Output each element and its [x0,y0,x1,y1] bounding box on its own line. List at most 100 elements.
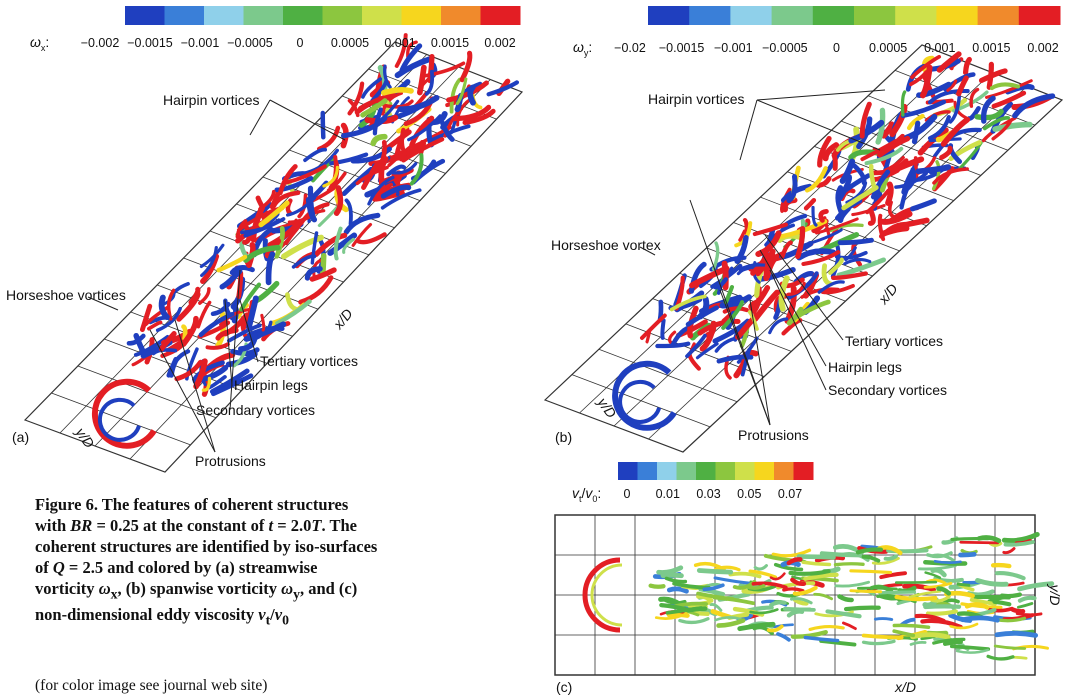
vortex [100,400,139,440]
vortex [997,633,1036,635]
vortex [897,220,927,226]
colorbar-tick-label: 0.002 [484,36,515,50]
colorbar-tick-label: −0.02 [614,41,646,55]
colorbar-segment [772,6,814,25]
panel-label: (a) [12,429,29,445]
vortex [669,589,686,591]
colorbar-segment [362,6,402,25]
vortex [323,113,324,137]
vortex [347,200,351,223]
annotation: Horseshoe vortex [551,237,661,253]
annotation: Horseshoe vortices [6,287,126,303]
colorbar-segment [481,6,521,25]
vortex [1020,598,1035,601]
colorbar-segment [125,6,165,25]
axis-label: x/D [874,281,900,308]
vortex [715,578,755,584]
annotation: Secondary vortices [828,382,947,398]
vortex [840,240,871,242]
caption-text: y [293,586,300,601]
colorbar-segment [696,462,716,480]
vortex [957,650,988,653]
axis-label: y/D [1047,584,1063,606]
vortex [978,580,1007,584]
colorbar-segment [854,6,896,25]
axis-label: y/D [72,424,98,451]
vortex [659,568,681,573]
vortex [918,167,948,171]
colorbar-tick-label: 0.05 [737,487,761,501]
vortex [301,278,331,302]
vortex [894,625,928,627]
vortex [789,612,802,616]
colorbar-segment [441,6,481,25]
colorbar-tick-label: −0.0015 [659,41,705,55]
caption-text: 0 [282,613,289,628]
annotation: Protrusions [738,427,809,443]
colorbar-segment [283,6,323,25]
vortex [771,602,784,605]
vortex [935,561,960,562]
colorbar-segment [677,462,697,480]
colorbar-tick-label: 0.001 [384,36,415,50]
colorbar-segment [402,6,442,25]
vortex [888,184,891,203]
colorbar-tick-label: 0.03 [696,487,720,501]
vortex [730,574,759,577]
colorbar-segment [978,6,1020,25]
colorbar-tick-label: 0.0005 [331,36,369,50]
colorbar-symbol: ωx: [30,34,49,53]
vortex [688,609,705,611]
colorbar-tick-label: 0.07 [778,487,802,501]
colorbar-segment [638,462,658,480]
colorbar-segment [165,6,205,25]
vortex [960,554,974,555]
colorbar-tick-label: 0 [297,36,304,50]
vortex [858,588,896,589]
vortex [171,360,176,375]
leader [740,100,757,160]
vortex [926,573,940,578]
annotation: Hairpin vortices [163,92,259,108]
vortex [277,301,309,323]
vortex [913,635,949,637]
vortex [1013,610,1023,612]
vortex [886,556,896,559]
vortex [963,618,998,620]
vortex [615,364,674,428]
colorbar-segment [936,6,978,25]
vortex [1002,595,1020,597]
vortex [402,130,405,154]
vortex [287,295,295,309]
vortex [890,202,894,217]
vortex [699,570,730,572]
vortex [942,148,951,157]
colorbar-segment [895,6,937,25]
vortex [200,289,209,303]
caption-text: Q [53,558,65,577]
colorbar-segment [1019,6,1061,25]
annotation: Hairpin legs [828,359,902,375]
colorbar-segment [755,462,775,480]
vortex [911,642,925,644]
colorbar-tick-label: −0.0015 [127,36,173,50]
vortex [995,125,1030,130]
leader [770,270,826,390]
vortex [896,582,936,583]
colorbar-tick-label: 0.01 [656,487,680,501]
caption-text: T [311,516,321,535]
colorbar-tick-label: 0.001 [924,41,955,55]
vortex [836,582,869,586]
axis-label: x/D [329,306,355,333]
colon: : [588,39,592,55]
vortex [870,210,873,223]
vortex [961,542,998,543]
vortex [928,611,956,613]
vortex [805,637,837,640]
colorbar-tick-label: 0 [624,487,631,501]
vortex [958,584,969,585]
colorbar-segment [730,6,772,25]
caption-text: , (b) spanwise vorticity [118,579,282,598]
annotation: Hairpin legs [234,377,308,393]
vortex [470,87,473,102]
